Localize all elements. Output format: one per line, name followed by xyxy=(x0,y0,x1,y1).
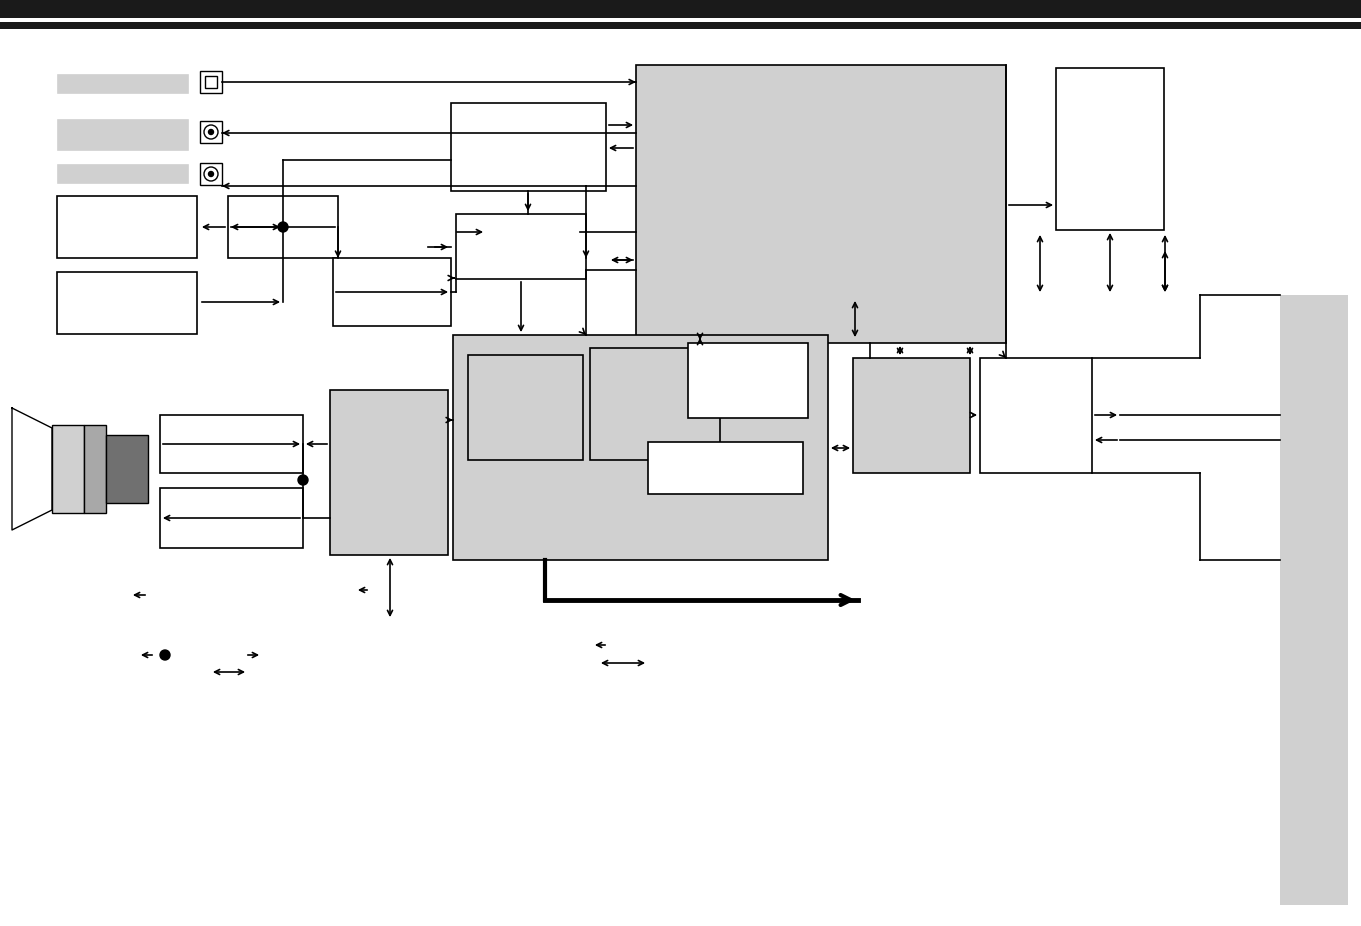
Bar xyxy=(1279,295,1347,905)
Bar xyxy=(0,0,1361,18)
Bar xyxy=(591,348,720,460)
Bar xyxy=(57,272,197,334)
Bar xyxy=(106,435,148,503)
Bar xyxy=(648,442,803,494)
Bar xyxy=(52,425,84,513)
Bar xyxy=(689,343,808,418)
Bar xyxy=(229,196,338,258)
Circle shape xyxy=(298,475,308,485)
Circle shape xyxy=(208,130,214,134)
Bar xyxy=(980,358,1092,473)
Bar xyxy=(200,71,222,93)
Circle shape xyxy=(204,125,218,139)
Polygon shape xyxy=(12,408,52,530)
Bar xyxy=(59,120,188,150)
Bar xyxy=(333,258,450,326)
Circle shape xyxy=(161,650,170,660)
Bar xyxy=(200,163,222,185)
Bar xyxy=(450,103,606,191)
Bar xyxy=(206,76,216,88)
Bar xyxy=(453,335,827,560)
Bar xyxy=(59,165,188,183)
Bar xyxy=(200,121,222,143)
Bar xyxy=(636,65,1006,343)
Bar xyxy=(57,196,197,258)
Bar xyxy=(59,75,188,93)
Bar xyxy=(161,415,304,473)
Bar xyxy=(161,488,304,548)
Bar xyxy=(468,355,583,460)
Bar xyxy=(1056,68,1164,230)
Bar xyxy=(329,390,448,555)
Circle shape xyxy=(204,167,218,181)
Bar xyxy=(456,214,587,279)
Bar xyxy=(0,22,1361,29)
Circle shape xyxy=(208,171,214,177)
Bar xyxy=(84,425,106,513)
Circle shape xyxy=(278,222,289,232)
Bar xyxy=(0,18,1361,22)
Bar xyxy=(853,358,970,473)
